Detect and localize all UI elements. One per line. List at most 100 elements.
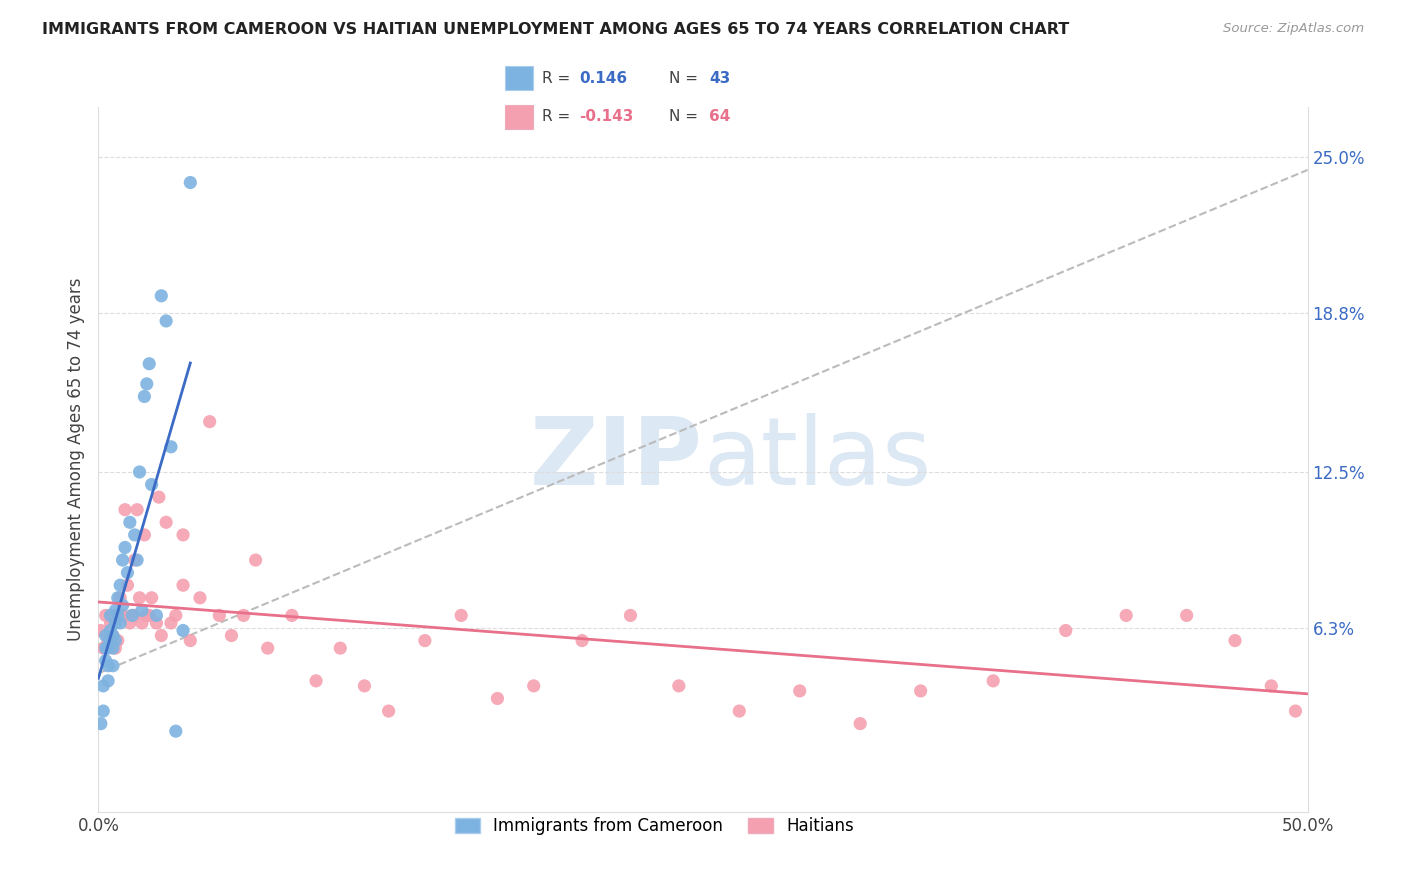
Point	[114, 502, 136, 516]
Point	[100, 615, 122, 630]
Point	[128, 465, 150, 479]
Point	[97, 673, 120, 688]
Point	[160, 615, 183, 630]
Text: atlas: atlas	[703, 413, 931, 506]
Point	[150, 628, 173, 642]
Point	[94, 654, 117, 668]
Point	[124, 553, 146, 567]
Point	[97, 658, 120, 673]
Point	[124, 608, 146, 623]
Bar	[505, 66, 533, 90]
Point	[281, 608, 304, 623]
Legend: Immigrants from Cameroon, Haitians: Immigrants from Cameroon, Haitians	[449, 811, 860, 842]
Point	[377, 704, 399, 718]
Point	[127, 502, 149, 516]
Point	[160, 440, 183, 454]
Point	[134, 528, 156, 542]
Point	[789, 684, 811, 698]
Point	[728, 704, 751, 718]
Point	[486, 691, 509, 706]
Point	[134, 389, 156, 403]
Point	[108, 615, 131, 630]
Point	[118, 516, 141, 530]
Point	[172, 528, 194, 542]
Point	[100, 633, 122, 648]
Point	[141, 591, 163, 605]
Text: N =: N =	[669, 109, 699, 124]
Point	[114, 541, 136, 555]
Point	[104, 608, 127, 623]
Text: -0.143: -0.143	[579, 109, 634, 124]
Point	[668, 679, 690, 693]
Point	[208, 608, 231, 623]
Point	[172, 578, 194, 592]
Text: ZIP: ZIP	[530, 413, 703, 506]
Point	[256, 641, 278, 656]
Text: 64: 64	[710, 109, 731, 124]
Text: IMMIGRANTS FROM CAMEROON VS HAITIAN UNEMPLOYMENT AMONG AGES 65 TO 74 YEARS CORRE: IMMIGRANTS FROM CAMEROON VS HAITIAN UNEM…	[42, 22, 1070, 37]
Point	[910, 684, 932, 698]
Point	[135, 608, 157, 623]
Point	[619, 608, 641, 623]
Point	[124, 528, 146, 542]
Point	[413, 633, 436, 648]
Point	[104, 603, 127, 617]
Text: 43: 43	[710, 70, 731, 86]
Y-axis label: Unemployment Among Ages 65 to 74 years: Unemployment Among Ages 65 to 74 years	[66, 277, 84, 641]
Point	[1223, 633, 1246, 648]
Point	[329, 641, 352, 656]
Point	[111, 553, 134, 567]
Point	[1175, 608, 1198, 623]
Point	[179, 633, 201, 648]
Point	[108, 578, 131, 592]
Point	[353, 679, 375, 693]
Point	[107, 608, 129, 623]
Point	[128, 591, 150, 605]
Point	[148, 490, 170, 504]
Point	[108, 591, 131, 605]
Point	[165, 724, 187, 739]
Point	[107, 591, 129, 605]
Bar	[505, 104, 533, 128]
Point	[1115, 608, 1137, 623]
Point	[111, 608, 134, 623]
Point	[117, 578, 139, 592]
Point	[91, 704, 114, 718]
Point	[145, 608, 167, 623]
Point	[121, 608, 143, 623]
Text: Source: ZipAtlas.com: Source: ZipAtlas.com	[1223, 22, 1364, 36]
Point	[141, 477, 163, 491]
Point	[91, 679, 114, 693]
Point	[1054, 624, 1077, 638]
Point	[135, 376, 157, 391]
Point	[101, 628, 124, 642]
Point	[172, 624, 194, 638]
Point	[121, 608, 143, 623]
Point	[100, 608, 122, 623]
Point	[981, 673, 1004, 688]
Point	[450, 608, 472, 623]
Point	[232, 608, 254, 623]
Point	[97, 641, 120, 656]
Point	[155, 516, 177, 530]
Text: 0.146: 0.146	[579, 70, 627, 86]
Point	[100, 624, 122, 638]
Point	[523, 679, 546, 693]
Point	[221, 628, 243, 642]
Point	[101, 658, 124, 673]
Point	[90, 716, 112, 731]
Point	[107, 633, 129, 648]
Point	[91, 641, 114, 656]
Point	[165, 608, 187, 623]
Point	[131, 603, 153, 617]
Point	[94, 608, 117, 623]
Point	[111, 608, 134, 623]
Point	[104, 615, 127, 630]
Point	[198, 415, 221, 429]
Point	[104, 633, 127, 648]
Point	[138, 357, 160, 371]
Point	[1284, 704, 1306, 718]
Point	[849, 716, 872, 731]
Point	[117, 566, 139, 580]
Point	[1260, 679, 1282, 693]
